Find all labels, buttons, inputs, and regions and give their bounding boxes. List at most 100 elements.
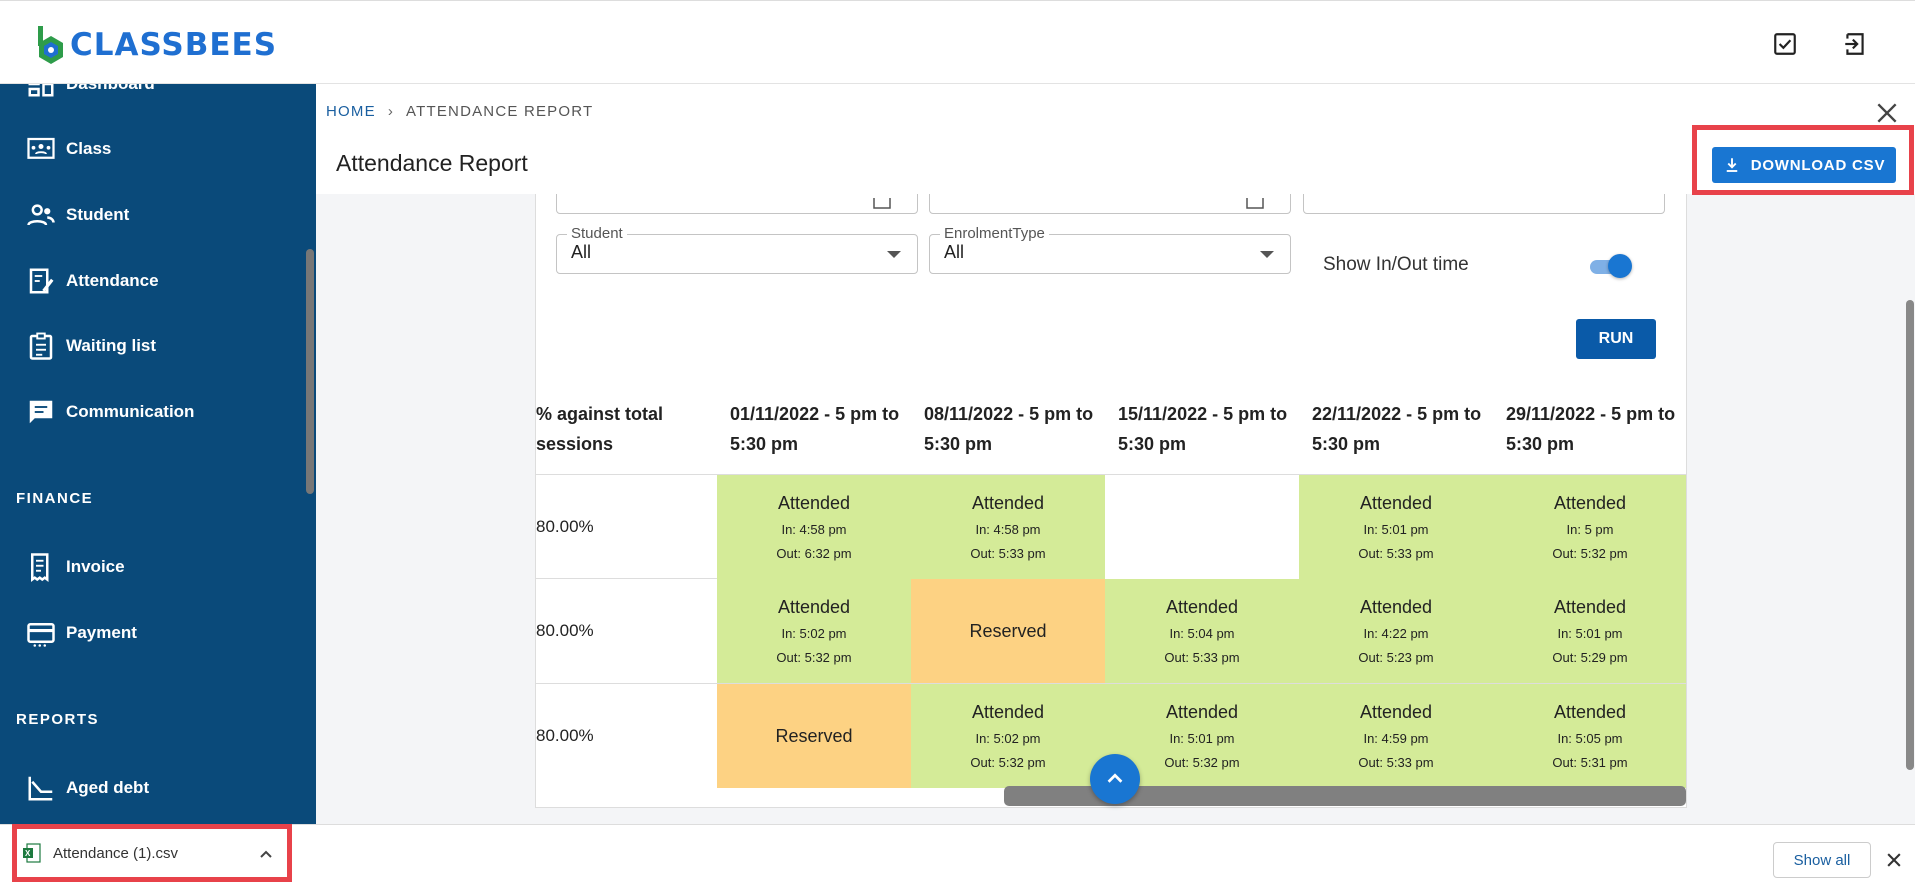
student-select-label: Student xyxy=(567,225,627,242)
attendance-cell: Attended In: 5 pm Out: 5:32 pm xyxy=(1493,475,1686,579)
download-bar xyxy=(0,824,1915,885)
sidebar-item-communication[interactable]: Communication xyxy=(26,392,194,432)
sidebar-item-label: Student xyxy=(66,205,130,224)
sidebar-item-label: Class xyxy=(66,139,112,158)
attendance-cell: Attended In: 5:05 pm Out: 5:31 pm xyxy=(1493,684,1686,788)
column-header-percentage: % against total sessions xyxy=(536,404,664,454)
chevron-down-icon xyxy=(887,251,901,258)
column-header-session: 22/11/2022 - 5 pm to 5:30 pm xyxy=(1312,404,1482,454)
chevron-down-icon xyxy=(1260,251,1274,258)
attendance-cell: Reserved xyxy=(911,579,1105,683)
download-csv-highlight xyxy=(1692,125,1914,195)
column-header-session: 08/11/2022 - 5 pm to 5:30 pm xyxy=(924,404,1094,454)
attendance-status: Attended xyxy=(971,493,1045,513)
close-icon[interactable] xyxy=(1884,850,1904,870)
communication-icon xyxy=(29,400,53,424)
page-scrollbar[interactable] xyxy=(1906,300,1914,770)
attendance-status: Attended xyxy=(777,597,851,617)
page-header xyxy=(316,84,1915,194)
close-icon[interactable] xyxy=(1874,100,1900,126)
out-time: Out: 5:33 pm xyxy=(1358,755,1434,770)
sidebar-item-label: Waiting list xyxy=(66,336,157,355)
show-inout-toggle[interactable] xyxy=(1588,254,1634,280)
logo-text: CLASSBEES xyxy=(70,27,278,63)
sidebar-item-label: Payment xyxy=(66,623,137,642)
sidebar-item-class[interactable]: Class xyxy=(26,129,111,169)
in-time: In: 5:02 pm xyxy=(975,731,1041,746)
attendance-status: Attended xyxy=(1165,597,1239,617)
start-date-field[interactable] xyxy=(556,194,918,214)
in-time: In: 5:01 pm xyxy=(1557,626,1623,641)
sidebar-item-student[interactable]: Student xyxy=(26,195,129,235)
in-time: In: 4:22 pm xyxy=(1363,626,1429,641)
aged-debt-icon xyxy=(28,776,53,801)
attendance-cell: Attended In: 5:04 pm Out: 5:33 pm xyxy=(1105,579,1299,683)
sidebar-scrollbar[interactable] xyxy=(306,249,314,494)
column-header-session: 29/11/2022 - 5 pm to 5:30 pm xyxy=(1506,404,1676,454)
download-csv-button[interactable]: DOWNLOAD CSV xyxy=(1712,147,1896,183)
download-item[interactable]: X Attendance (1).csv xyxy=(12,824,292,882)
sidebar-item-label: Aged debt xyxy=(66,778,150,797)
invoice-icon xyxy=(31,553,49,582)
checklist-icon[interactable] xyxy=(1772,31,1798,57)
student-select-value: All xyxy=(571,242,592,262)
logo[interactable]: CLASSBEES xyxy=(36,25,277,65)
out-time: Out: 5:23 pm xyxy=(1358,650,1434,665)
attendance-cell: Attended In: 5:02 pm Out: 5:32 pm xyxy=(911,684,1105,788)
attendance-status: Attended xyxy=(971,702,1045,722)
sidebar-item-payment[interactable]: Payment xyxy=(26,613,137,653)
sidebar-item-dashboard[interactable]: Dashboard xyxy=(26,84,155,104)
student-select[interactable]: Student All xyxy=(556,225,918,274)
attendance-cell: Reserved xyxy=(717,684,911,788)
out-time: Out: 5:32 pm xyxy=(1164,755,1240,770)
enrolment-type-select[interactable]: EnrolmentType All xyxy=(929,225,1291,274)
enrolment-type-label: EnrolmentType xyxy=(940,225,1049,242)
sidebar-section-finance: FINANCE xyxy=(16,490,94,507)
out-time: Out: 5:33 pm xyxy=(1358,546,1434,561)
out-time: Out: 5:32 pm xyxy=(1552,546,1628,561)
table-divider xyxy=(536,683,1686,684)
calendar-icon xyxy=(873,198,891,209)
attendance-status: Attended xyxy=(777,493,851,513)
sidebar-item-attendance[interactable]: Attendance xyxy=(26,261,159,301)
excel-file-icon: X xyxy=(23,843,41,863)
breadcrumb: HOME › ATTENDANCE REPORT xyxy=(326,103,593,120)
run-button[interactable]: RUN xyxy=(1576,319,1656,359)
sidebar-item-label: Invoice xyxy=(66,557,125,576)
report-panel: Student All EnrolmentType All Show In/Ou… xyxy=(535,194,1687,808)
show-inout-label: Show In/Out time xyxy=(1323,254,1469,275)
sidebar-item-waiting-list[interactable]: Waiting list xyxy=(26,326,156,366)
attendance-status: Attended xyxy=(1359,702,1433,722)
horizontal-scrollbar[interactable] xyxy=(1004,786,1686,806)
class-select-field[interactable] xyxy=(1303,194,1665,214)
show-all-button[interactable]: Show all xyxy=(1773,842,1871,878)
out-time: Out: 5:32 pm xyxy=(776,650,852,665)
logout-icon[interactable] xyxy=(1842,31,1868,57)
in-time: In: 5:02 pm xyxy=(781,626,847,641)
chevron-up-icon xyxy=(1107,773,1123,783)
out-time: Out: 5:29 pm xyxy=(1552,650,1628,665)
in-time: In: 5:01 pm xyxy=(1169,731,1235,746)
percentage-cell: 80.00% xyxy=(536,517,594,536)
breadcrumb-home[interactable]: HOME xyxy=(326,103,376,120)
out-time: Out: 5:33 pm xyxy=(1164,650,1240,665)
chevron-up-icon[interactable] xyxy=(259,849,273,859)
attendance-status: Attended xyxy=(1553,493,1627,513)
calendar-icon xyxy=(1246,198,1264,209)
sidebar-item-invoice[interactable]: Invoice xyxy=(26,547,125,587)
attendance-status: Attended xyxy=(1553,702,1627,722)
breadcrumb-current: ATTENDANCE REPORT xyxy=(406,103,594,120)
in-time: In: 5:04 pm xyxy=(1169,626,1235,641)
percentage-cell: 80.00% xyxy=(536,621,594,640)
download-csv-label: DOWNLOAD CSV xyxy=(1750,156,1886,174)
svg-text:X: X xyxy=(25,849,31,858)
scroll-to-top-button[interactable] xyxy=(1090,754,1140,804)
class-icon xyxy=(27,137,55,159)
end-date-field[interactable] xyxy=(929,194,1291,214)
attendance-cell: Attended In: 4:58 pm Out: 5:33 pm xyxy=(911,475,1105,579)
download-icon xyxy=(1726,158,1737,172)
out-time: Out: 5:33 pm xyxy=(970,546,1046,561)
attendance-icon xyxy=(29,268,54,294)
attendance-cell: Attended In: 5:02 pm Out: 5:32 pm xyxy=(717,579,911,683)
sidebar-item-aged-debt[interactable]: Aged debt xyxy=(26,768,149,808)
